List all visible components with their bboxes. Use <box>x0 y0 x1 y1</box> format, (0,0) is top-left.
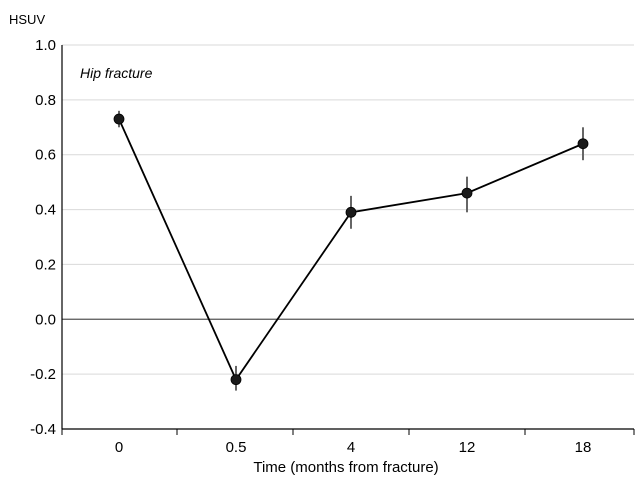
data-point <box>577 138 589 150</box>
x-tick-label: 12 <box>459 439 476 456</box>
chart-annotation: Hip fracture <box>80 65 153 81</box>
y-tick-labels: 1.0 0.8 0.6 0.4 0.2 0.0 -0.2 -0.4 <box>30 37 56 438</box>
y-tick-label: 0.2 <box>35 256 56 273</box>
gridlines <box>62 44 634 375</box>
y-tick-label: -0.2 <box>30 366 56 383</box>
y-tick-label: 0.6 <box>35 147 56 164</box>
data-point <box>230 374 242 386</box>
data-point <box>113 113 125 125</box>
x-tick-label: 0.5 <box>226 439 247 456</box>
y-tick-label: 0.4 <box>35 202 56 219</box>
x-tick-label: 4 <box>347 439 355 456</box>
x-tick-labels: 0 0.5 4 12 18 <box>115 439 592 456</box>
data-point <box>461 187 473 199</box>
y-axis-unit-label: HSUV <box>9 12 45 27</box>
series-line <box>118 118 584 382</box>
y-tick-label: 1.0 <box>35 37 56 54</box>
y-tick-label: 0.0 <box>35 311 56 328</box>
data-points <box>113 113 589 386</box>
data-point <box>345 206 357 218</box>
axes <box>61 45 635 435</box>
y-tick-label: -0.4 <box>30 421 56 438</box>
y-tick-label: 0.8 <box>35 92 56 109</box>
series <box>118 118 584 382</box>
x-tick-label: 0 <box>115 439 123 456</box>
x-tick-label: 18 <box>575 439 592 456</box>
x-axis-title: Time (months from fracture) <box>253 459 438 476</box>
error-bars <box>118 110 584 391</box>
